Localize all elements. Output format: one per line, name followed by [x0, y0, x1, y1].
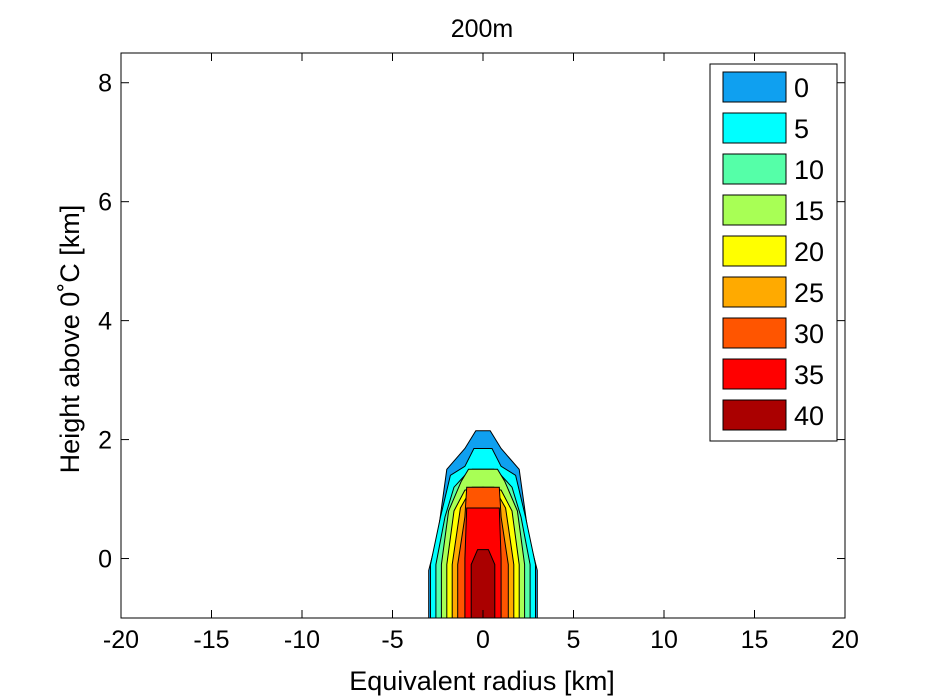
legend-swatch-10: [722, 153, 787, 185]
y-axis: 0 2 4 6 8: [98, 70, 845, 574]
contour-layer: [428, 430, 538, 619]
x-axis: -20 -15 -10 -5 0 5 10 15 20: [103, 53, 859, 654]
legend-swatch-20: [722, 235, 787, 267]
legend-label-25: 25: [794, 278, 824, 308]
x-tick-label: -10: [284, 626, 320, 654]
y-tick-label: 4: [98, 308, 112, 336]
x-tick-label: -15: [193, 626, 229, 654]
x-tick-label: -5: [381, 626, 403, 654]
y-tick-label: 2: [98, 427, 112, 455]
legend-swatch-0: [722, 71, 787, 103]
legend-label-20: 20: [794, 237, 824, 267]
legend-label-5: 5: [794, 114, 809, 144]
legend-swatch-25: [722, 276, 787, 308]
legend-label-35: 35: [794, 360, 824, 390]
contour-level-40: [470, 549, 496, 619]
x-tick-label: 0: [476, 626, 490, 654]
legend-label-10: 10: [794, 155, 824, 185]
legend-label-40: 40: [794, 401, 824, 431]
legend: 0 5 10 15 20 25 30 35 40: [709, 63, 838, 442]
chart-title: 200m: [451, 15, 514, 43]
y-tick-label: 6: [98, 189, 112, 217]
legend-swatch-35: [722, 358, 787, 390]
legend-swatch-5: [722, 112, 787, 144]
x-tick-label: -20: [103, 626, 139, 654]
legend-label-30: 30: [794, 319, 824, 349]
y-tick-label: 0: [98, 546, 112, 574]
legend-swatch-15: [722, 194, 787, 226]
y-axis-label: Height above 0˚C [km]: [55, 205, 85, 474]
legend-label-0: 0: [794, 73, 809, 103]
legend-swatch-40: [722, 399, 787, 431]
x-axis-label: Equivalent radius [km]: [349, 666, 615, 696]
y-tick-label: 8: [98, 70, 112, 98]
legend-label-15: 15: [794, 196, 824, 226]
x-tick-label: 20: [831, 626, 859, 654]
x-tick-label: 15: [741, 626, 769, 654]
legend-swatch-30: [722, 317, 787, 349]
x-tick-label: 5: [567, 626, 581, 654]
x-tick-label: 10: [650, 626, 678, 654]
